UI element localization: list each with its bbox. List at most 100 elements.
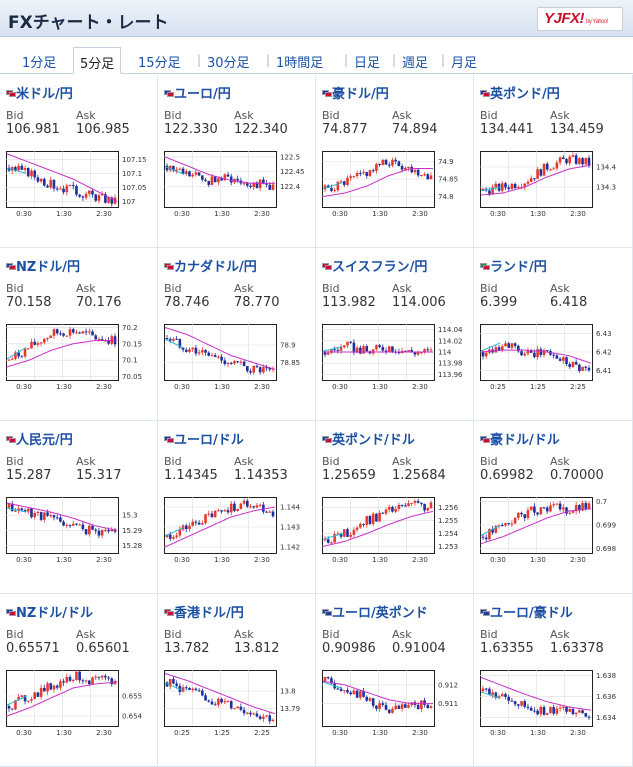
candle-body xyxy=(362,346,365,354)
candle-body xyxy=(255,182,259,188)
candle-body xyxy=(168,339,172,341)
pair-link[interactable]: スイスフラン/円 xyxy=(322,256,427,275)
mini-chart[interactable]: 6.43 6.42 6.41 0:25 1:25 2:25 xyxy=(480,324,626,394)
candle-body xyxy=(207,700,211,702)
candle-body xyxy=(404,704,407,708)
candle-body xyxy=(536,349,539,358)
candle-body xyxy=(555,162,559,169)
pair-link[interactable]: 香港ドル/円 xyxy=(164,602,244,621)
candle-body xyxy=(36,692,40,697)
pair-link[interactable]: カナダドル/円 xyxy=(164,256,257,275)
candle-body xyxy=(197,172,201,176)
tab-7[interactable]: 月足 xyxy=(451,56,478,71)
mini-chart[interactable]: 1.256 1.255 1.254 1.253 0:30 1:30 2:30 xyxy=(322,497,468,567)
mini-chart[interactable]: 107.15 107.1 107.05 107 0:30 1:30 2:30 xyxy=(6,151,152,221)
mini-chart[interactable]: 114.04 114.02 114 113.98 113.96 0:30 1:30 2:30 xyxy=(322,324,468,394)
tab-3[interactable]: 30分足 xyxy=(207,56,250,71)
ask-label: Ask xyxy=(76,109,96,122)
candle-body xyxy=(333,349,336,351)
x-tick-label: 0:30 xyxy=(16,210,32,218)
y-tick-label: 113.98 xyxy=(438,360,463,368)
tab-1[interactable]: 5分足 xyxy=(73,47,122,74)
mini-chart[interactable]: 78.9 78.85 0:30 1:30 2:30 xyxy=(164,324,310,394)
mini-chart[interactable]: 0.912 0.911 0:30 1:30 2:30 xyxy=(322,670,468,740)
candle-body xyxy=(75,332,78,334)
candle-body xyxy=(39,342,43,344)
ma-long-line xyxy=(6,340,117,368)
candle-body xyxy=(23,695,27,702)
candle-body xyxy=(533,352,536,358)
tab-6[interactable]: 週足 xyxy=(402,56,429,71)
pair-link[interactable]: NZドル/ドル xyxy=(6,602,93,621)
pair-name: ユーロ/豪ドル xyxy=(490,606,573,621)
x-tick-label: 0:30 xyxy=(490,210,506,218)
candle-body xyxy=(371,698,375,706)
rate-card: ランド/円 Bid Ask 6.399 6.418 6.43 6.42 6.41 0:25 1:2… xyxy=(474,248,633,421)
pair-link[interactable]: ユーロ/ドル xyxy=(164,429,244,448)
x-tick-label: 0:30 xyxy=(174,556,190,564)
candlestick-chart: 0.655 0.654 0:30 1:30 2:30 xyxy=(6,670,143,737)
candle-body xyxy=(359,524,362,528)
candle-body xyxy=(423,349,426,353)
candle-body xyxy=(397,161,401,167)
tab-4[interactable]: 1時間足 xyxy=(276,56,324,71)
mini-chart[interactable]: 0.7 0.699 0.698 0:30 1:30 2:30 xyxy=(480,497,626,567)
candle-body xyxy=(533,178,536,180)
candle-body xyxy=(220,698,223,703)
y-tick-label: 70.15 xyxy=(122,340,142,348)
candle-body xyxy=(39,511,43,520)
candle-body xyxy=(552,707,555,714)
candle-body xyxy=(36,177,40,182)
candle-body xyxy=(397,504,401,509)
tab-5[interactable]: 日足 xyxy=(354,56,381,71)
pair-link[interactable]: 英ポンド/ドル xyxy=(322,429,415,448)
pair-link[interactable]: NZドル/円 xyxy=(6,256,80,275)
pair-link[interactable]: 豪ドル/円 xyxy=(322,83,389,102)
tab-separator: | xyxy=(441,53,446,67)
candle-body xyxy=(204,514,207,524)
pair-link[interactable]: ユーロ/円 xyxy=(164,83,231,102)
candle-body xyxy=(23,168,27,170)
mini-chart[interactable]: 74.9 74.85 74.8 0:30 1:30 2:30 xyxy=(322,151,468,221)
tab-0[interactable]: 1分足 xyxy=(22,56,57,71)
candle-body xyxy=(17,508,20,511)
candle-body xyxy=(420,174,423,176)
yjfx-logo[interactable]: YJFX! by Yahoo! xyxy=(537,7,623,31)
candle-body xyxy=(43,178,46,186)
mini-chart[interactable]: 13.8 13.79 0:25 1:25 2:25 xyxy=(164,670,310,740)
pair-link[interactable]: 人民元/円 xyxy=(6,429,73,448)
pair-link[interactable]: ランド/円 xyxy=(480,256,547,275)
tab-2[interactable]: 15分足 xyxy=(138,56,181,71)
candle-body xyxy=(262,367,265,373)
x-tick-label: 2:30 xyxy=(254,556,270,564)
candle-body xyxy=(571,708,575,715)
candle-body xyxy=(507,523,510,525)
candle-body xyxy=(220,178,223,181)
pair-link[interactable]: ユーロ/豪ドル xyxy=(480,602,573,621)
x-tick-label: 2:30 xyxy=(412,383,428,391)
pair-link[interactable]: 米ドル/円 xyxy=(6,83,73,102)
candle-body xyxy=(542,706,546,715)
candle-body xyxy=(33,513,36,518)
candle-body xyxy=(249,185,252,188)
ask-value: 134.459 xyxy=(550,122,604,137)
mini-chart[interactable]: 70.2 70.15 70.1 70.05 0:30 1:30 2:30 xyxy=(6,324,152,394)
candle-body xyxy=(39,687,43,697)
pair-link[interactable]: 豪ドル/ドル xyxy=(480,429,560,448)
pair-name: スイスフラン/円 xyxy=(332,260,428,275)
candle-body xyxy=(562,706,565,708)
candle-body xyxy=(188,525,191,529)
candle-body xyxy=(545,713,549,715)
mini-chart[interactable]: 1.144 1.143 1.142 0:30 1:30 2:30 xyxy=(164,497,310,567)
mini-chart[interactable]: 1.638 1.636 1.634 0:30 1:30 2:30 xyxy=(480,670,626,740)
mini-chart[interactable]: 0.655 0.654 0:30 1:30 2:30 xyxy=(6,670,152,740)
bid-value: 78.746 xyxy=(164,295,210,310)
mini-chart[interactable]: 122.5 122.45 122.4 0:30 1:30 2:30 xyxy=(164,151,310,221)
candle-body xyxy=(175,338,178,340)
mini-chart[interactable]: 134.4 134.3 0:30 1:30 2:30 xyxy=(480,151,626,221)
pair-name: 英ポンド/ドル xyxy=(332,433,415,448)
mini-chart[interactable]: 15.3 15.29 15.28 0:30 1:30 2:30 xyxy=(6,497,152,567)
pair-link[interactable]: 英ポンド/円 xyxy=(480,83,560,102)
candle-body xyxy=(562,357,565,361)
pair-link[interactable]: ユーロ/英ポンド xyxy=(322,602,428,621)
